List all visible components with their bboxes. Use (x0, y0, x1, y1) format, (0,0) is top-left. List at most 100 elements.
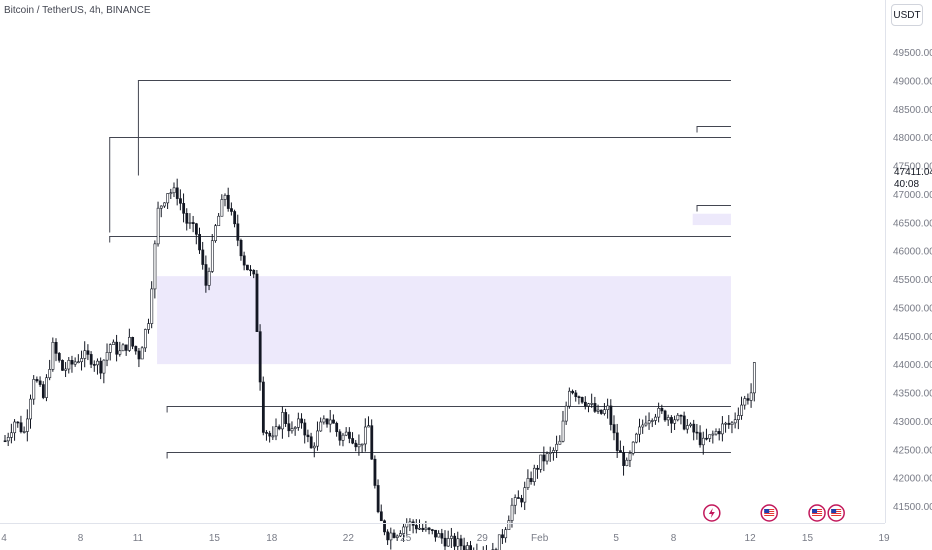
candle-227 (727, 422, 731, 425)
candle-215 (689, 423, 693, 426)
candle-1 (6, 437, 10, 442)
candle-187 (599, 409, 603, 414)
lightning-icon[interactable] (703, 504, 721, 522)
candle-104 (335, 422, 339, 433)
candle-44 (143, 329, 147, 349)
candle-22 (73, 361, 77, 365)
candle-212 (679, 414, 683, 417)
candle-209 (670, 417, 673, 424)
candle-25 (83, 350, 87, 359)
y-tick-label: 48000.00 (893, 133, 932, 144)
currency-button[interactable]: USDT (891, 4, 923, 26)
candle-52 (169, 192, 173, 195)
candle-4 (16, 421, 20, 424)
candle-175 (561, 420, 565, 442)
candle-16 (54, 342, 58, 354)
y-tick-label: 42000.00 (893, 474, 932, 485)
candle-58 (188, 222, 192, 224)
candle-54 (175, 187, 179, 199)
candle-206 (660, 407, 664, 412)
candle-41 (134, 345, 138, 352)
candle-95 (306, 434, 310, 438)
candle-79 (255, 273, 259, 332)
candle-182 (583, 401, 587, 407)
candle-73 (236, 223, 240, 241)
candle-97 (312, 445, 316, 449)
candle-133 (427, 527, 431, 530)
y-tick-label: 49000.00 (893, 76, 932, 87)
candle-219 (701, 437, 705, 446)
candle-7 (26, 418, 29, 432)
candle-204 (654, 416, 657, 421)
candle-130 (418, 527, 421, 530)
current-price-label: 47411.04 40:08 (894, 167, 932, 190)
current-price-value: 47411.04 (894, 167, 932, 178)
candle-213 (682, 415, 686, 430)
candle-159 (510, 504, 514, 521)
candle-121 (389, 532, 393, 541)
x-tick-label: 18 (266, 533, 278, 544)
candle-71 (230, 208, 233, 212)
candle-94 (303, 422, 307, 436)
levels-layer (109, 80, 731, 459)
candle-86 (277, 426, 281, 430)
x-tick-label: 12 (745, 533, 757, 544)
candle-13 (45, 377, 48, 398)
candle-173 (555, 443, 559, 451)
candle-61 (198, 234, 201, 251)
candle-194 (622, 452, 626, 466)
event-markers[interactable] (703, 504, 845, 522)
candle-157 (504, 529, 508, 539)
candle-17 (57, 353, 61, 361)
candle-43 (140, 347, 144, 360)
candle-83 (268, 432, 272, 437)
candle-59 (191, 222, 195, 224)
y-tick-label: 47500.00 (893, 162, 932, 173)
candle-3 (13, 421, 17, 434)
candle-89 (287, 423, 291, 432)
us-flag-icon[interactable] (808, 504, 826, 522)
candle-12 (41, 384, 45, 398)
us-flag-icon[interactable] (827, 504, 845, 522)
candle-53 (172, 187, 176, 194)
candle-33 (108, 344, 112, 353)
candle-119 (383, 520, 386, 533)
candle-222 (711, 433, 715, 436)
x-tick-label: 22 (343, 533, 355, 544)
candle-125 (402, 526, 406, 534)
candle-205 (657, 407, 661, 418)
candle-84 (271, 435, 275, 438)
candle-234 (749, 392, 753, 401)
candle-156 (501, 534, 504, 539)
candle-34 (112, 341, 115, 345)
candle-179 (574, 392, 578, 397)
zones-layer (157, 213, 731, 365)
y-tick-label: 45000.00 (893, 303, 932, 314)
candle-18 (61, 360, 64, 371)
candle-68 (220, 199, 224, 217)
candle-225 (721, 423, 724, 435)
x-tick-label: 5 (613, 533, 619, 544)
candle-191 (612, 424, 616, 434)
y-tick-label: 46500.00 (893, 218, 932, 229)
y-tick-label: 49500.00 (893, 48, 932, 59)
candle-144 (462, 545, 466, 550)
candle-137 (440, 533, 444, 539)
candle-91 (293, 427, 297, 429)
y-tick-label: 44000.00 (893, 360, 932, 371)
candle-111 (357, 443, 361, 448)
candle-65 (210, 240, 214, 272)
candle-145 (466, 545, 469, 550)
y-tick-label: 43000.00 (893, 417, 932, 428)
candle-57 (185, 213, 189, 224)
candle-63 (204, 264, 208, 286)
y-tick-label: 46000.00 (893, 247, 932, 258)
candle-88 (284, 412, 288, 424)
candle-19 (64, 368, 68, 371)
candle-100 (322, 418, 326, 423)
candle-117 (376, 485, 380, 513)
candle-24 (80, 358, 84, 363)
y-tick-label: 44500.00 (893, 332, 932, 343)
us-flag-icon[interactable] (760, 504, 778, 522)
